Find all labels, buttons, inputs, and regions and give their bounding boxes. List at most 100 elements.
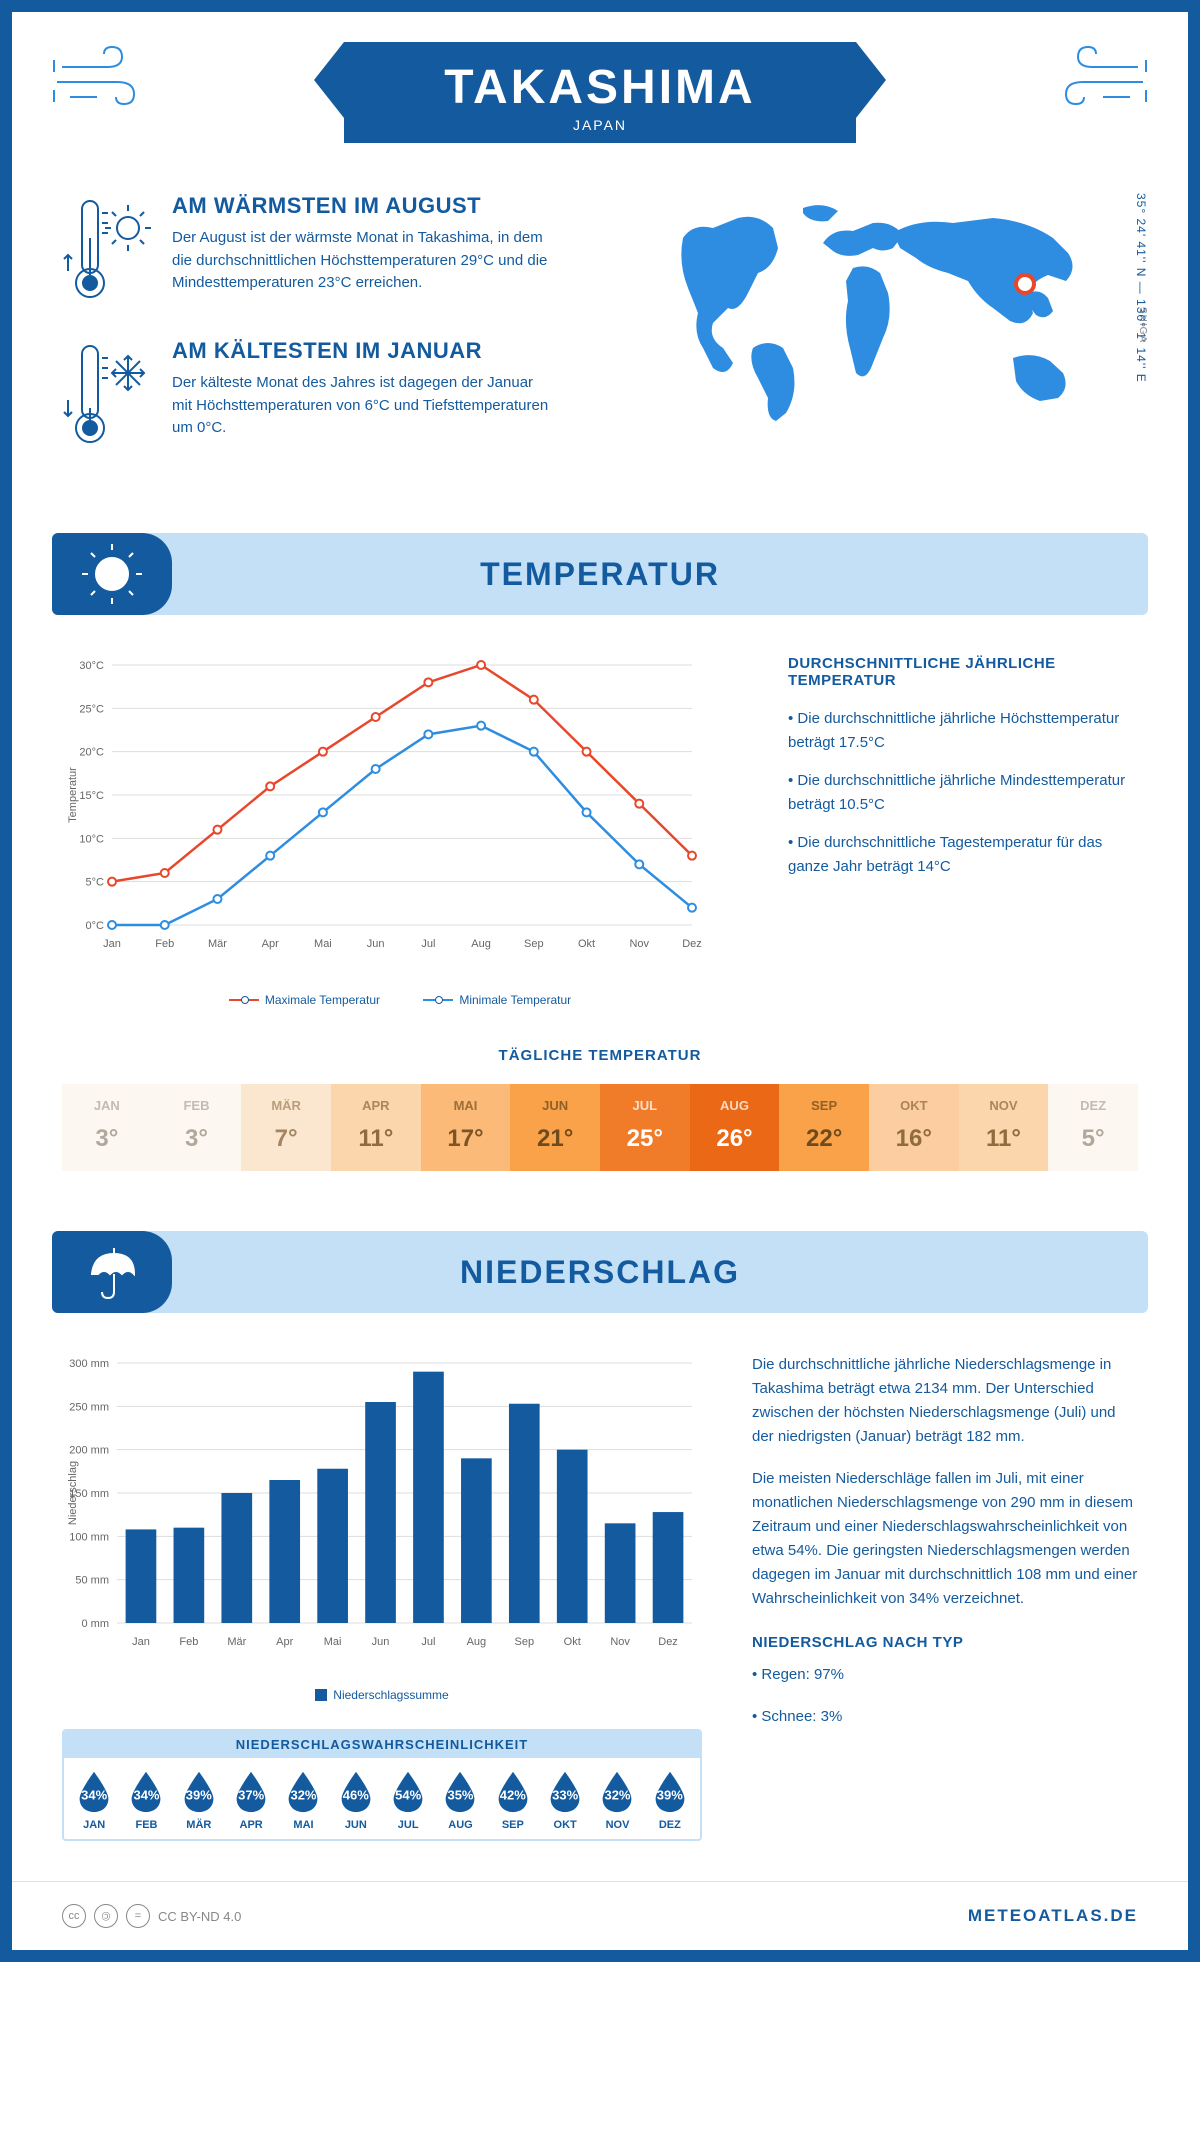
svg-text:20°C: 20°C: [79, 747, 104, 759]
map-block: SHIGA 35° 24' 41'' N — 136° 1' 14'' E: [658, 193, 1138, 483]
svg-text:Mai: Mai: [314, 938, 332, 950]
precip-para2: Die meisten Niederschläge fallen im Juli…: [752, 1467, 1138, 1611]
prob-cell: 39% DEZ: [644, 1768, 696, 1831]
svg-text:10°C: 10°C: [79, 833, 104, 845]
thermometer-sun-icon: [62, 193, 152, 303]
daily-cell: APR11°: [331, 1084, 421, 1171]
coldest-block: AM KÄLTESTEN IM JANUAR Der kälteste Mona…: [62, 338, 618, 448]
wind-icon: [1048, 42, 1148, 112]
warmest-title: AM WÄRMSTEN IM AUGUST: [172, 193, 552, 219]
raindrop-icon: 32%: [282, 1768, 324, 1814]
daily-cell: NOV11°: [959, 1084, 1049, 1171]
prob-cell: 34% FEB: [120, 1768, 172, 1831]
precip-type-title: NIEDERSCHLAG NACH TYP: [752, 1631, 1138, 1655]
license: cc 🄯 = CC BY-ND 4.0: [62, 1904, 241, 1928]
footer: cc 🄯 = CC BY-ND 4.0 METEOATLAS.DE: [12, 1881, 1188, 1950]
temperature-title: TEMPERATUR: [480, 556, 720, 593]
temperature-section-bar: TEMPERATUR: [52, 533, 1148, 615]
daily-cell: MÄR7°: [241, 1084, 331, 1171]
umbrella-icon: [52, 1231, 172, 1313]
svg-text:Jan: Jan: [103, 938, 121, 950]
daily-cell: MAI17°: [421, 1084, 511, 1171]
intro-section: AM WÄRMSTEN IM AUGUST Der August ist der…: [12, 143, 1188, 513]
precip-type: • Regen: 97%: [752, 1663, 1138, 1687]
legend-precip: Niederschlagssumme: [333, 1688, 448, 1702]
svg-text:Sep: Sep: [524, 938, 544, 950]
sun-icon: [52, 533, 172, 615]
svg-text:Mär: Mär: [227, 1636, 246, 1648]
svg-text:15°C: 15°C: [79, 790, 104, 802]
title-banner: TAKASHIMA JAPAN: [344, 42, 855, 143]
precipitation-title: NIEDERSCHLAG: [460, 1254, 740, 1291]
temperature-summary: DURCHSCHNITTLICHE JÄHRLICHE TEMPERATUR •…: [788, 655, 1138, 1007]
daily-cell: JUL25°: [600, 1084, 690, 1171]
daily-cell: JUN21°: [510, 1084, 600, 1171]
svg-text:30°C: 30°C: [79, 660, 104, 672]
svg-text:Feb: Feb: [179, 1636, 198, 1648]
legend-min: Minimale Temperatur: [459, 993, 571, 1007]
daily-cell: SEP22°: [779, 1084, 869, 1171]
city-name: TAKASHIMA: [444, 60, 755, 115]
daily-title: TÄGLICHE TEMPERATUR: [62, 1047, 1138, 1064]
legend-max: Maximale Temperatur: [265, 993, 380, 1007]
svg-text:Mär: Mär: [208, 938, 227, 950]
raindrop-icon: 54%: [387, 1768, 429, 1814]
svg-text:Okt: Okt: [564, 1636, 581, 1648]
svg-text:Niederschlag: Niederschlag: [67, 1461, 79, 1525]
thermometer-snow-icon: [62, 338, 152, 448]
coldest-text: Der kälteste Monat des Jahres ist dagege…: [172, 372, 552, 440]
raindrop-icon: 46%: [335, 1768, 377, 1814]
svg-text:Sep: Sep: [515, 1636, 535, 1648]
raindrop-icon: 35%: [439, 1768, 481, 1814]
precipitation-summary: Die durchschnittliche jährliche Niedersc…: [752, 1353, 1138, 1841]
daily-cell: OKT16°: [869, 1084, 959, 1171]
svg-text:Temperatur: Temperatur: [67, 767, 79, 823]
svg-text:Jun: Jun: [372, 1636, 390, 1648]
svg-text:Okt: Okt: [578, 938, 595, 950]
prob-cell: 32% MAI: [277, 1768, 329, 1831]
svg-text:Aug: Aug: [467, 1636, 487, 1648]
raindrop-icon: 37%: [230, 1768, 272, 1814]
prob-cell: 37% APR: [225, 1768, 277, 1831]
svg-text:Jul: Jul: [421, 1636, 435, 1648]
warmest-block: AM WÄRMSTEN IM AUGUST Der August ist der…: [62, 193, 618, 303]
svg-text:Dez: Dez: [658, 1636, 678, 1648]
daily-temperature-section: TÄGLICHE TEMPERATUR JAN3° FEB3° MÄR7° AP…: [12, 1027, 1188, 1211]
daily-cell: DEZ5°: [1048, 1084, 1138, 1171]
raindrop-icon: 34%: [73, 1768, 115, 1814]
warmest-text: Der August ist der wärmste Monat in Taka…: [172, 227, 552, 295]
daily-cell: FEB3°: [152, 1084, 242, 1171]
header: TAKASHIMA JAPAN: [12, 12, 1188, 143]
prob-cell: 46% JUN: [330, 1768, 382, 1831]
svg-text:300 mm: 300 mm: [69, 1358, 109, 1370]
raindrop-icon: 34%: [125, 1768, 167, 1814]
daily-cell: JAN3°: [62, 1084, 152, 1171]
svg-text:Apr: Apr: [276, 1636, 293, 1648]
daily-cell: AUG26°: [690, 1084, 780, 1171]
precip-type: • Schnee: 3%: [752, 1705, 1138, 1729]
by-icon: 🄯: [94, 1904, 118, 1928]
temp-bullet: • Die durchschnittliche jährliche Mindes…: [788, 769, 1138, 817]
svg-text:200 mm: 200 mm: [69, 1445, 109, 1457]
svg-text:Jan: Jan: [132, 1636, 150, 1648]
precip-para1: Die durchschnittliche jährliche Niedersc…: [752, 1353, 1138, 1449]
raindrop-icon: 39%: [649, 1768, 691, 1814]
raindrop-icon: 39%: [178, 1768, 220, 1814]
raindrop-icon: 32%: [596, 1768, 638, 1814]
svg-text:25°C: 25°C: [79, 703, 104, 715]
svg-text:0 mm: 0 mm: [82, 1618, 110, 1630]
svg-text:Nov: Nov: [610, 1636, 630, 1648]
world-map: [658, 193, 1098, 433]
license-text: CC BY-ND 4.0: [158, 1909, 241, 1924]
svg-text:250 mm: 250 mm: [69, 1401, 109, 1413]
wind-icon: [52, 42, 152, 112]
raindrop-icon: 33%: [544, 1768, 586, 1814]
svg-text:Jun: Jun: [367, 938, 385, 950]
prob-cell: 34% JAN: [68, 1768, 120, 1831]
prob-cell: 33% OKT: [539, 1768, 591, 1831]
svg-text:Jul: Jul: [421, 938, 435, 950]
probability-title: NIEDERSCHLAGSWAHRSCHEINLICHKEIT: [64, 1731, 700, 1758]
svg-text:Dez: Dez: [682, 938, 702, 950]
site-name: METEOATLAS.DE: [968, 1906, 1138, 1926]
location-marker: [1014, 273, 1036, 295]
